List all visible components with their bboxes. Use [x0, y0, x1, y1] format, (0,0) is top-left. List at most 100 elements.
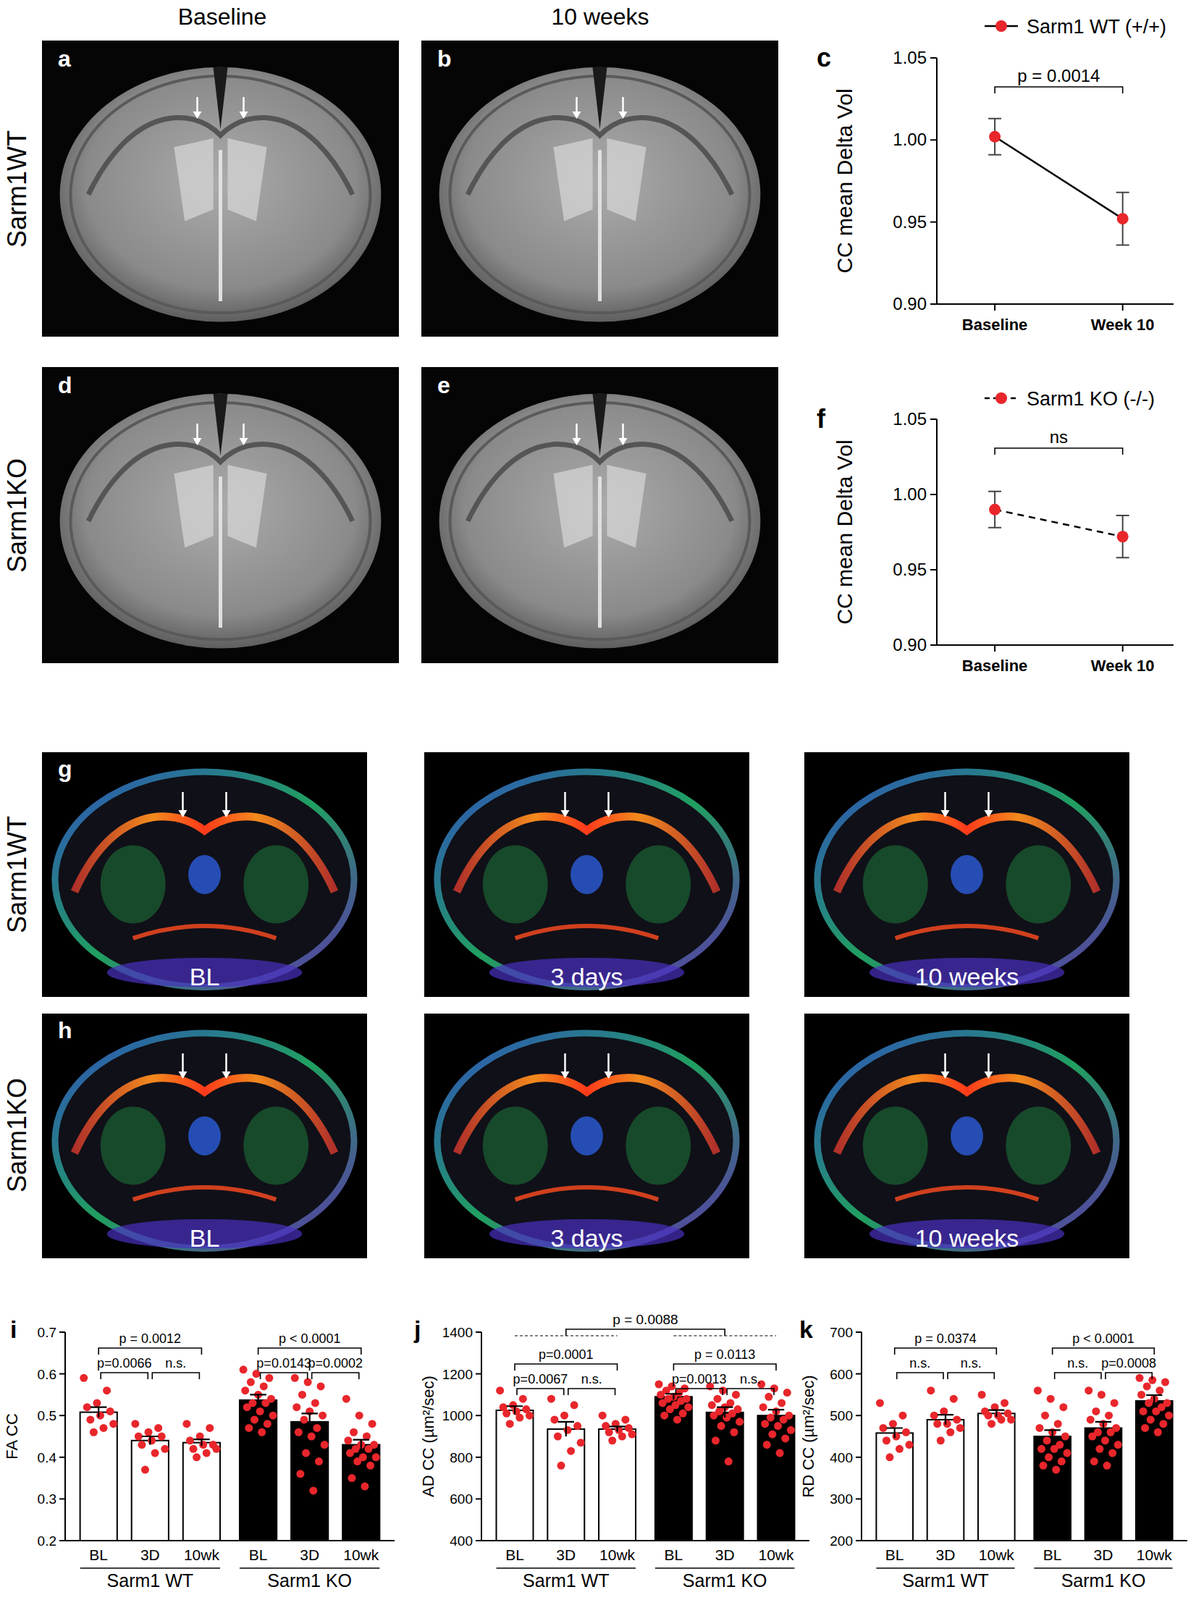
- point: [563, 1426, 572, 1435]
- commissure: [133, 1187, 277, 1200]
- point: [301, 1449, 310, 1458]
- point: [307, 1432, 316, 1441]
- group-line: [655, 1567, 795, 1569]
- bar: [131, 1440, 169, 1541]
- bar: [342, 1445, 380, 1541]
- brain: [437, 771, 737, 987]
- group-line: [80, 1567, 221, 1569]
- tissue: [862, 844, 929, 924]
- arrow: [987, 792, 990, 812]
- x-tick-label: BL: [664, 1546, 684, 1564]
- point: [264, 1374, 273, 1383]
- point: [608, 1436, 617, 1445]
- point: [627, 1430, 636, 1439]
- bar-chart: 0.20.30.40.50.60.7BL3D10wkBL3D10wkSarm1 …: [2, 1315, 395, 1591]
- line-chart: 0.900.951.001.05BaselineWeek 10Sarm1 KO …: [816, 388, 1174, 675]
- point: [621, 1415, 630, 1424]
- bracket: [894, 1348, 997, 1355]
- point: [1088, 1432, 1097, 1441]
- point: [891, 1432, 900, 1441]
- point: [777, 1398, 786, 1407]
- error-bar: [1044, 1429, 1061, 1443]
- y-tick: [930, 569, 937, 571]
- time-label: 3 days: [550, 1224, 623, 1252]
- y-axis-label: AD CC (µm²/sec): [419, 1375, 438, 1498]
- error-bar: [506, 1405, 523, 1415]
- point: [261, 1398, 270, 1407]
- point: [709, 1411, 718, 1420]
- tissue: [570, 1116, 604, 1156]
- point: [1114, 1440, 1123, 1449]
- arrow: [621, 97, 625, 113]
- significance: p=0.0013: [671, 1371, 727, 1387]
- point: [656, 1390, 665, 1399]
- x-tick-label: 3D: [140, 1546, 160, 1564]
- point: [724, 1457, 733, 1466]
- point: [570, 1400, 579, 1409]
- point: [355, 1411, 364, 1420]
- point: [1044, 1453, 1053, 1461]
- bar: [496, 1410, 534, 1541]
- point: [882, 1436, 891, 1445]
- arrow: [607, 792, 610, 812]
- point: [89, 1428, 98, 1437]
- x-tick-label: 10wk: [1136, 1546, 1173, 1564]
- arrow-head: [604, 1071, 614, 1079]
- time-label: BL: [189, 962, 221, 991]
- bar: [183, 1442, 221, 1541]
- dti-panel: 3 days: [424, 1013, 750, 1259]
- point: [189, 1445, 198, 1454]
- bar: [757, 1415, 795, 1541]
- point: [889, 1419, 897, 1428]
- point: [956, 1424, 965, 1433]
- midline: [598, 149, 602, 302]
- x-axis: [936, 303, 1174, 305]
- y-tick: [59, 1539, 66, 1542]
- point: [343, 1436, 352, 1445]
- tissue: [482, 1106, 549, 1185]
- brain: [817, 1033, 1117, 1249]
- arrow: [563, 792, 567, 812]
- brain: [439, 393, 761, 649]
- y-tick-label: 0.95: [892, 212, 927, 232]
- error-bar: [988, 118, 1002, 155]
- point: [878, 1424, 887, 1433]
- ventricle: [173, 138, 213, 222]
- midline: [218, 149, 223, 302]
- point: [902, 1428, 911, 1437]
- arrow: [225, 792, 228, 812]
- y-tick-label: 400: [829, 1450, 853, 1466]
- bracket: [152, 1372, 200, 1380]
- x-tick-label: Week 10: [1091, 656, 1155, 675]
- bracket: [516, 1388, 564, 1396]
- mri-panel: a: [41, 40, 399, 337]
- tissue: [100, 844, 166, 924]
- arrow: [621, 423, 625, 440]
- point: [895, 1445, 904, 1454]
- point: [160, 1445, 169, 1454]
- corpus-callosum: [456, 1077, 717, 1154]
- point: [904, 1440, 913, 1449]
- panel-bg: [421, 367, 779, 664]
- point: [506, 1419, 515, 1428]
- bar: [80, 1412, 118, 1541]
- point: [192, 1453, 201, 1461]
- arrow: [225, 1053, 228, 1073]
- y-axis: [936, 57, 938, 305]
- point: [984, 1411, 993, 1420]
- panel-bg: [424, 752, 750, 997]
- point: [735, 1417, 744, 1426]
- significance: p=0.0002: [307, 1355, 363, 1371]
- point: [147, 1436, 156, 1445]
- arrow-head: [239, 111, 249, 119]
- bar: [239, 1400, 277, 1541]
- y-tick-label: 0.95: [892, 559, 927, 580]
- point: [1097, 1390, 1106, 1399]
- series-line: [994, 509, 1123, 537]
- significance: n.s.: [581, 1371, 603, 1387]
- point: [243, 1403, 252, 1412]
- bracket: [897, 1372, 944, 1380]
- y-tick-label: 0.5: [37, 1408, 57, 1424]
- error-bar: [716, 1407, 733, 1418]
- arrow-head: [984, 1071, 994, 1079]
